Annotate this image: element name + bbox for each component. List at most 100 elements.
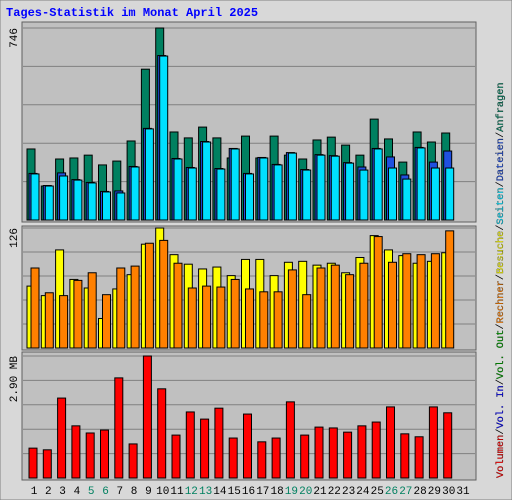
bar [44,292,54,349]
bar [159,55,169,221]
bar [314,426,324,479]
legend-entry: Besuche [495,231,507,274]
bar [44,185,54,221]
x-tick-label: 9 [145,486,152,498]
bar [230,148,240,221]
bar [245,173,254,221]
bar [159,239,169,349]
bar [245,288,254,349]
bar [445,230,455,349]
bar [343,431,353,479]
bar [216,286,226,349]
bar [57,397,67,479]
bar [185,411,195,479]
x-tick-label: 7 [116,486,123,498]
x-tick-label: 5 [88,486,95,498]
bar [144,242,154,349]
legend: Volumen/Vol. In/Vol. Out/Rechner/Besuche… [495,82,507,478]
x-tick-label: 13 [199,486,212,498]
bar [373,236,383,349]
bar [228,437,238,479]
x-tick-label: 17 [256,486,269,498]
bar [87,272,97,349]
bar [357,425,367,479]
legend-separator: / [495,274,507,280]
bar [359,262,369,349]
bar [371,421,381,479]
legend-separator: / [495,323,507,329]
x-tick-label: 20 [299,486,312,498]
x-tick-label: 21 [313,486,327,498]
bar [416,147,426,221]
y-tick-label: 126 [9,228,21,248]
x-tick-label: 3 [59,486,66,498]
bar [428,406,438,479]
x-tick-label: 30 [442,486,455,498]
bar [271,437,281,479]
bar [28,447,38,479]
legend-separator: / [495,379,507,385]
x-tick-label: 1 [31,486,38,498]
x-tick-label: 4 [74,486,81,498]
bar [273,291,283,349]
bar [128,443,138,479]
bar [259,291,269,349]
bar [273,164,283,221]
bar [443,412,453,479]
legend-entry: Vol. In [495,385,507,428]
bar [173,158,183,221]
x-tick-label: 27 [399,486,412,498]
bar [102,294,111,349]
x-tick-label: 2 [45,486,52,498]
x-tick-label: 24 [356,486,370,498]
bar [171,434,181,479]
bar [102,191,111,221]
bar [187,167,197,221]
x-tick-label: 25 [371,486,384,498]
bar [73,179,83,221]
x-tick-label: 19 [285,486,298,498]
bar [316,267,326,349]
bar [330,155,340,221]
bar [202,141,212,221]
bar [388,261,397,349]
bar [214,407,224,479]
bar [87,182,97,221]
bar [445,167,455,221]
bar [287,152,297,221]
bar [73,279,83,349]
bar [230,278,240,349]
x-tick-label: 16 [242,486,255,498]
x-tick-label: 8 [131,486,138,498]
bar [157,388,167,479]
bar [142,355,152,479]
bar [285,401,295,479]
x-tick-label: 18 [270,486,283,498]
bar [187,287,197,349]
x-tick-label: 6 [102,486,109,498]
legend-separator: / [495,225,507,231]
bar [85,432,95,479]
legend-entry: Anfragen [495,82,507,131]
bar [414,436,424,479]
bar [300,434,310,479]
bar [416,254,426,349]
x-tick-label: 11 [170,486,184,498]
x-tick-label: 29 [428,486,441,498]
bar [316,154,326,221]
bar [386,406,395,479]
x-tick-label: 12 [185,486,198,498]
bar [216,168,226,221]
x-tick-label: 26 [385,486,398,498]
bar [114,377,124,479]
legend-entry: Dateien [495,138,507,181]
bar [345,274,355,349]
bar [116,192,126,221]
bar [173,262,183,349]
legend-entry: Seiten [495,187,507,224]
legend-separator: / [495,181,507,187]
bar [259,157,269,221]
bar [388,167,397,221]
bar [130,265,140,349]
bar [243,413,252,479]
